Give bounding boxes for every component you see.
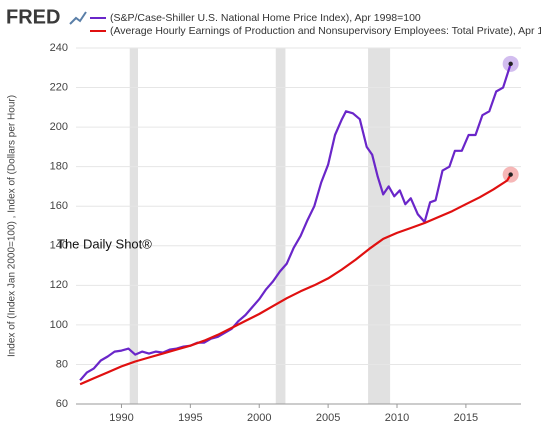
y-axis-label: Index of (Index Jan 2000=100) , Index of… <box>7 95 18 357</box>
y-tick-label: 240 <box>50 42 68 54</box>
x-tick-label: 2000 <box>247 412 271 424</box>
x-tick-label: 2010 <box>385 412 409 424</box>
y-tick-label: 220 <box>50 81 68 93</box>
legend-label: (S&P/Case-Shiller U.S. National Home Pri… <box>110 12 421 24</box>
recession-band <box>275 48 286 404</box>
series-line <box>79 174 512 386</box>
y-tick-label: 160 <box>50 200 68 212</box>
x-tick-label: 1990 <box>109 412 133 424</box>
y-tick-label: 60 <box>56 398 68 410</box>
logo: FRED <box>6 6 60 28</box>
legend-label: (Average Hourly Earnings of Production a… <box>110 25 541 37</box>
end-marker <box>508 61 513 67</box>
y-tick-label: 100 <box>50 319 68 331</box>
y-tick-label: 120 <box>50 279 68 291</box>
logo-icon <box>69 11 87 25</box>
series-line <box>79 63 512 382</box>
recession-band <box>129 48 138 404</box>
x-tick-label: 1995 <box>178 412 202 424</box>
annotation: The Daily Shot® <box>57 236 152 251</box>
recession-band <box>368 48 391 404</box>
y-tick-label: 200 <box>50 121 68 133</box>
end-marker <box>508 172 513 177</box>
x-tick-label: 2015 <box>454 412 478 424</box>
y-tick-label: 140 <box>50 240 68 252</box>
y-tick-label: 180 <box>50 161 68 173</box>
x-tick-label: 2005 <box>316 412 340 424</box>
y-tick-label: 80 <box>56 358 68 370</box>
